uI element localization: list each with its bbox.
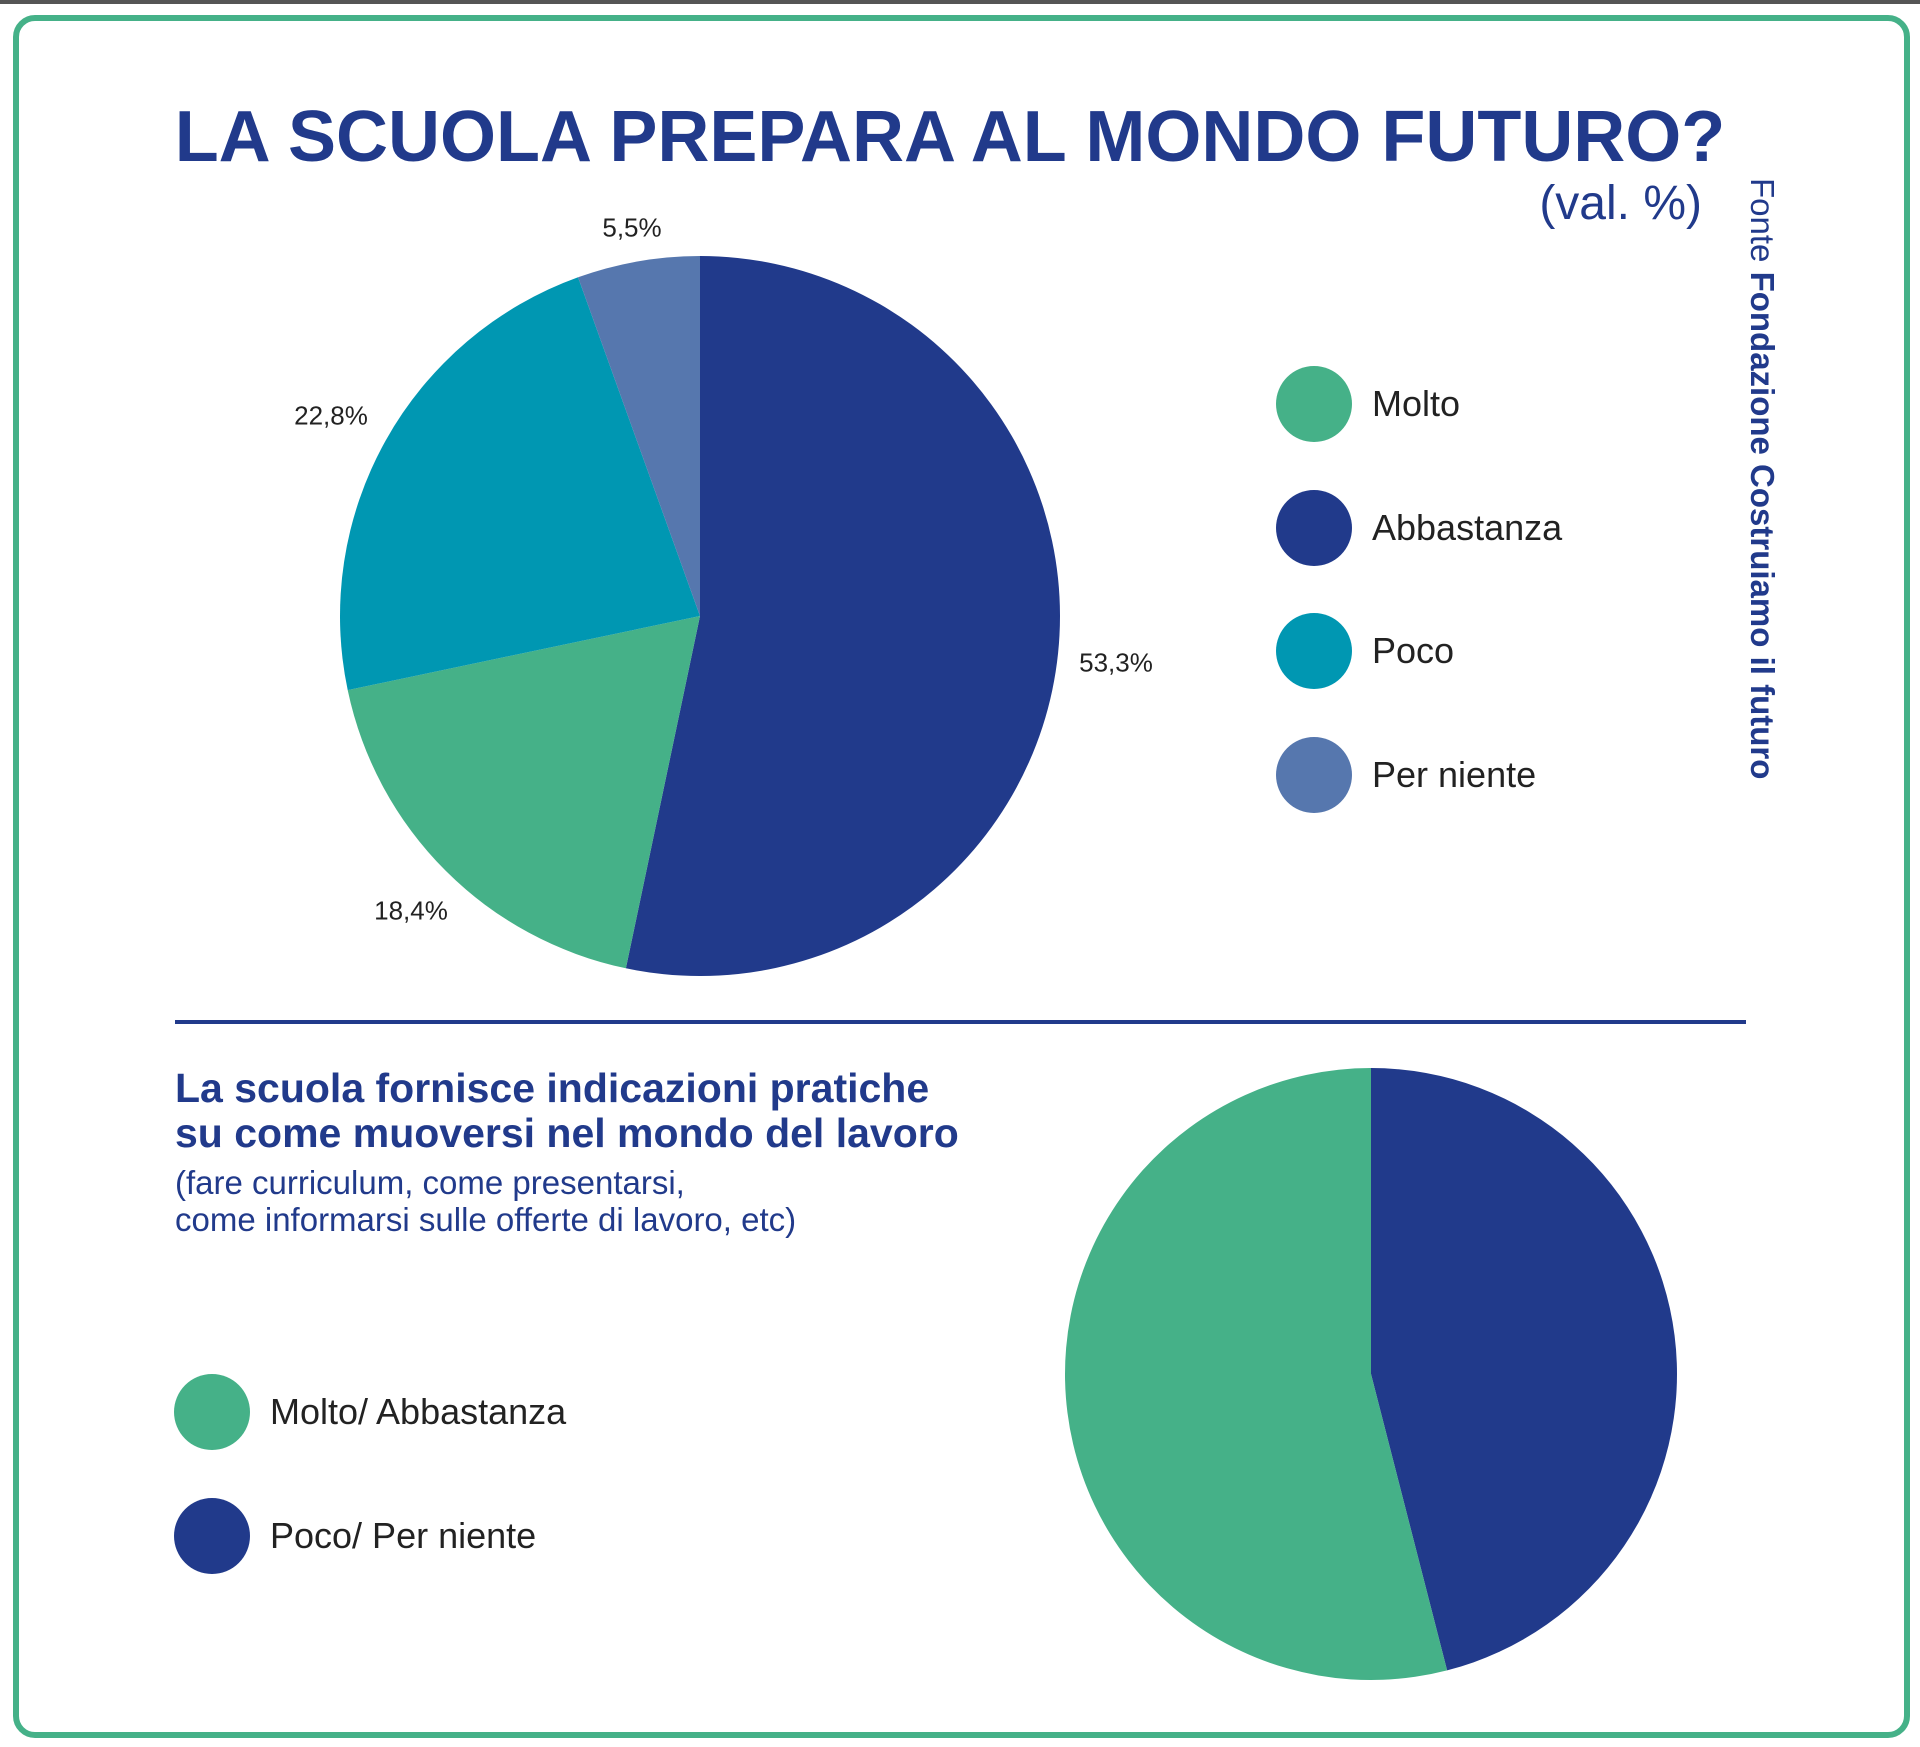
pie-slice-per-niente [578, 256, 700, 616]
section-note: (fare curriculum, come presentarsi, come… [175, 1164, 796, 1238]
data-label-abbastanza: 53,3% [1079, 647, 1153, 678]
data-label-poco: 22,8% [294, 400, 368, 431]
legend-item-poco-per-niente: Poco/ Per niente [174, 1498, 536, 1574]
section-title-line: La scuola fornisce indicazioni pratiche [175, 1065, 930, 1111]
infographic-frame [13, 15, 1910, 1738]
pie-slice-molto [347, 616, 700, 969]
section-divider [175, 1020, 1746, 1024]
legend-item-molto-abbastanza: Molto/ Abbastanza [174, 1374, 566, 1450]
pie-chart-work-guidance [1064, 1068, 1677, 1680]
legend-swatch [174, 1498, 250, 1574]
pie-chart-main [340, 256, 1060, 976]
legend-label: Molto/ Abbastanza [270, 1391, 567, 1432]
legend-swatch [1276, 490, 1352, 566]
chart-title: LA SCUOLA PREPARA AL MONDO FUTURO? [174, 97, 1726, 177]
source-credit: Fonte Fondazione Costruiamo il futuro [1743, 178, 1781, 779]
pie-slice-poco-per-niente [1371, 1068, 1677, 1671]
unit-label: (val. %) [1539, 177, 1702, 230]
window-top-edge [0, 0, 1920, 4]
section-title-line: su come muoversi nel mondo del lavoro [175, 1110, 959, 1156]
legend-item-molto: Molto [1276, 366, 1460, 442]
legend-swatch [1276, 737, 1352, 813]
section-title: La scuola fornisce indicazioni pratiche … [175, 1066, 959, 1156]
data-label-per-niente: 5,5% [602, 212, 662, 243]
legend-label: Per niente [1372, 754, 1537, 795]
pie-slice-abbastanza [625, 256, 1060, 976]
legend-label: Poco/ Per niente [270, 1515, 537, 1556]
source-prefix: Fonte [1744, 178, 1781, 263]
legend-item-abbastanza: Abbastanza [1276, 490, 1562, 566]
source-name: Fondazione Costruiamo il futuro [1744, 271, 1781, 780]
legend-label: Poco [1372, 630, 1455, 671]
data-label-molto: 18,4% [374, 895, 448, 926]
section-note-line: (fare curriculum, come presentarsi, [175, 1164, 685, 1201]
legend-swatch [1276, 613, 1352, 689]
section-note-line: come informarsi sulle offerte di lavoro,… [175, 1201, 797, 1238]
legend-item-poco: Poco [1276, 613, 1454, 689]
pie-slice-poco [340, 277, 700, 691]
legend-label: Molto [1372, 383, 1461, 424]
legend-label: Abbastanza [1372, 507, 1563, 548]
legend-swatch [1276, 366, 1352, 442]
legend-swatch [174, 1374, 250, 1450]
legend-item-per-niente: Per niente [1276, 737, 1536, 813]
pie-slice-molto-abbastanza [1064, 1068, 1448, 1680]
